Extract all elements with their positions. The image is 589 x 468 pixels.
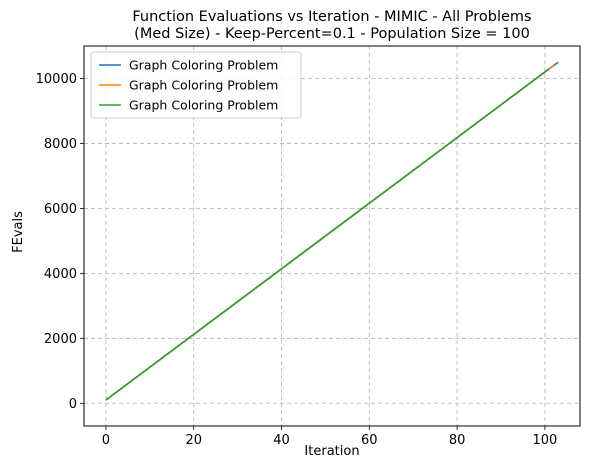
- legend: Graph Coloring Problem Graph Coloring Pro…: [90, 51, 302, 119]
- chart-subtitle: (Med Size) - Keep-Percent=0.1 - Populati…: [134, 26, 530, 42]
- y-tick-label: 10000: [36, 72, 77, 87]
- x-tick-label: 100: [532, 433, 557, 448]
- plot-frame: [83, 45, 581, 427]
- y-tick-label: 0: [69, 397, 77, 412]
- legend-label: Graph Coloring Problem: [129, 98, 278, 113]
- y-tick-label: 2000: [44, 332, 77, 347]
- y-tick-label: 8000: [44, 137, 77, 152]
- series-lines: [105, 61, 559, 401]
- x-tick-label: 20: [185, 433, 202, 448]
- x-tick-label: 80: [449, 433, 466, 448]
- legend-box: [90, 51, 302, 119]
- series-line-3: [105, 68, 550, 401]
- x-tick-label: 40: [273, 433, 290, 448]
- y-tick-label: 4000: [44, 267, 77, 282]
- chart-title: Function Evaluations vs Iteration - MIMI…: [132, 9, 531, 25]
- y-axis-label: FEvals: [11, 211, 26, 253]
- x-tick-label: 0: [102, 433, 110, 448]
- legend-label: Graph Coloring Problem: [129, 58, 278, 73]
- x-axis-label: Iteration: [304, 444, 359, 459]
- x-axis: 0 20 40 60 80 100: [102, 426, 557, 448]
- x-tick-label: 60: [361, 433, 378, 448]
- y-tick-label: 6000: [44, 202, 77, 217]
- y-axis: 0 2000 4000 6000 8000 10000: [36, 72, 84, 412]
- legend-label: Graph Coloring Problem: [129, 78, 278, 93]
